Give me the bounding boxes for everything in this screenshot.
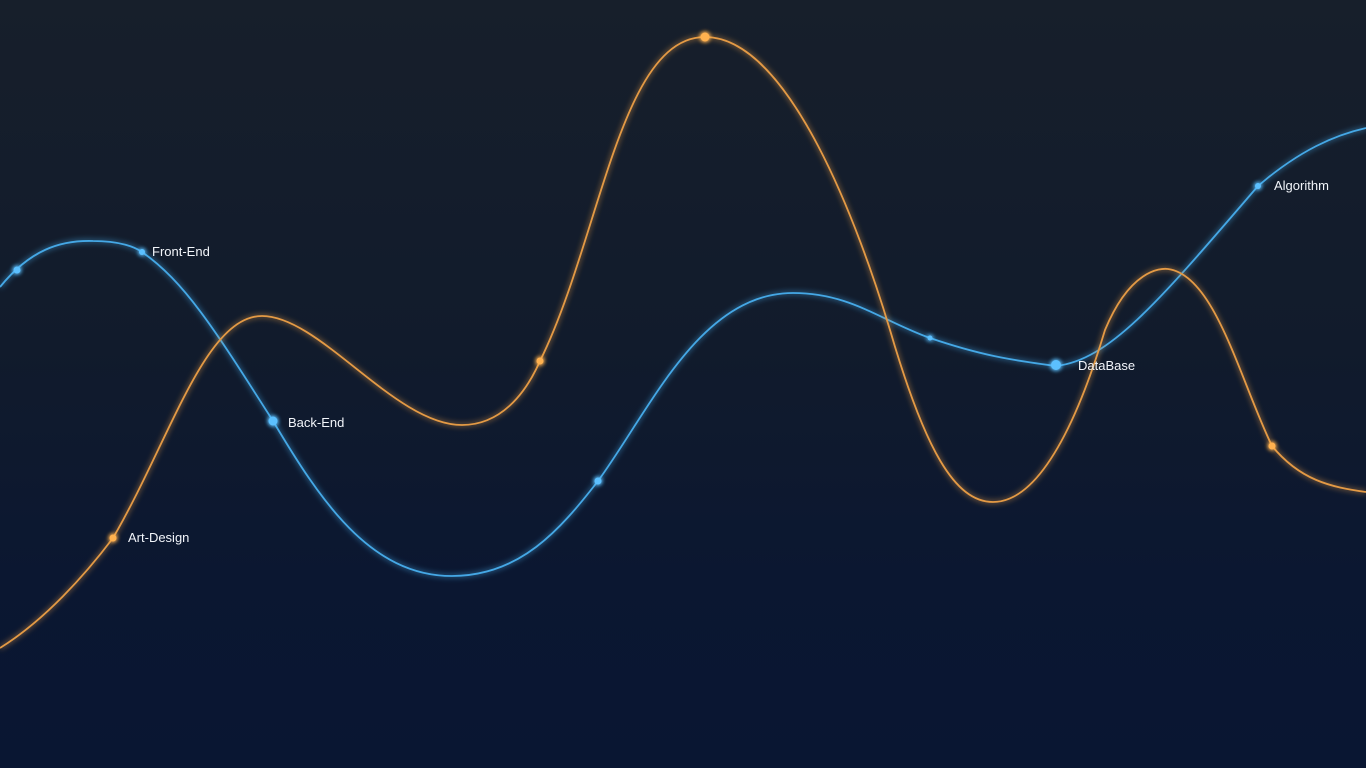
database-node[interactable] [1051,360,1061,370]
database-label: DataBase [1078,358,1135,373]
front-end-node[interactable] [139,249,145,255]
orange-node [700,32,710,42]
orange-node [1268,442,1276,450]
front-end-label: Front-End [152,244,210,259]
art-design-node[interactable] [109,534,117,542]
algorithm-node[interactable] [1255,183,1261,189]
back-end-label: Back-End [288,415,344,430]
blue-node [13,266,21,274]
blue-skill-curve [0,127,1366,577]
blue-node [927,335,933,341]
orange-node [536,357,544,365]
blue-node [594,477,602,485]
art-design-label: Art-Design [128,530,189,545]
orange-skill-curve [0,36,1366,649]
algorithm-label: Algorithm [1274,178,1329,193]
back-end-node[interactable] [268,416,278,426]
